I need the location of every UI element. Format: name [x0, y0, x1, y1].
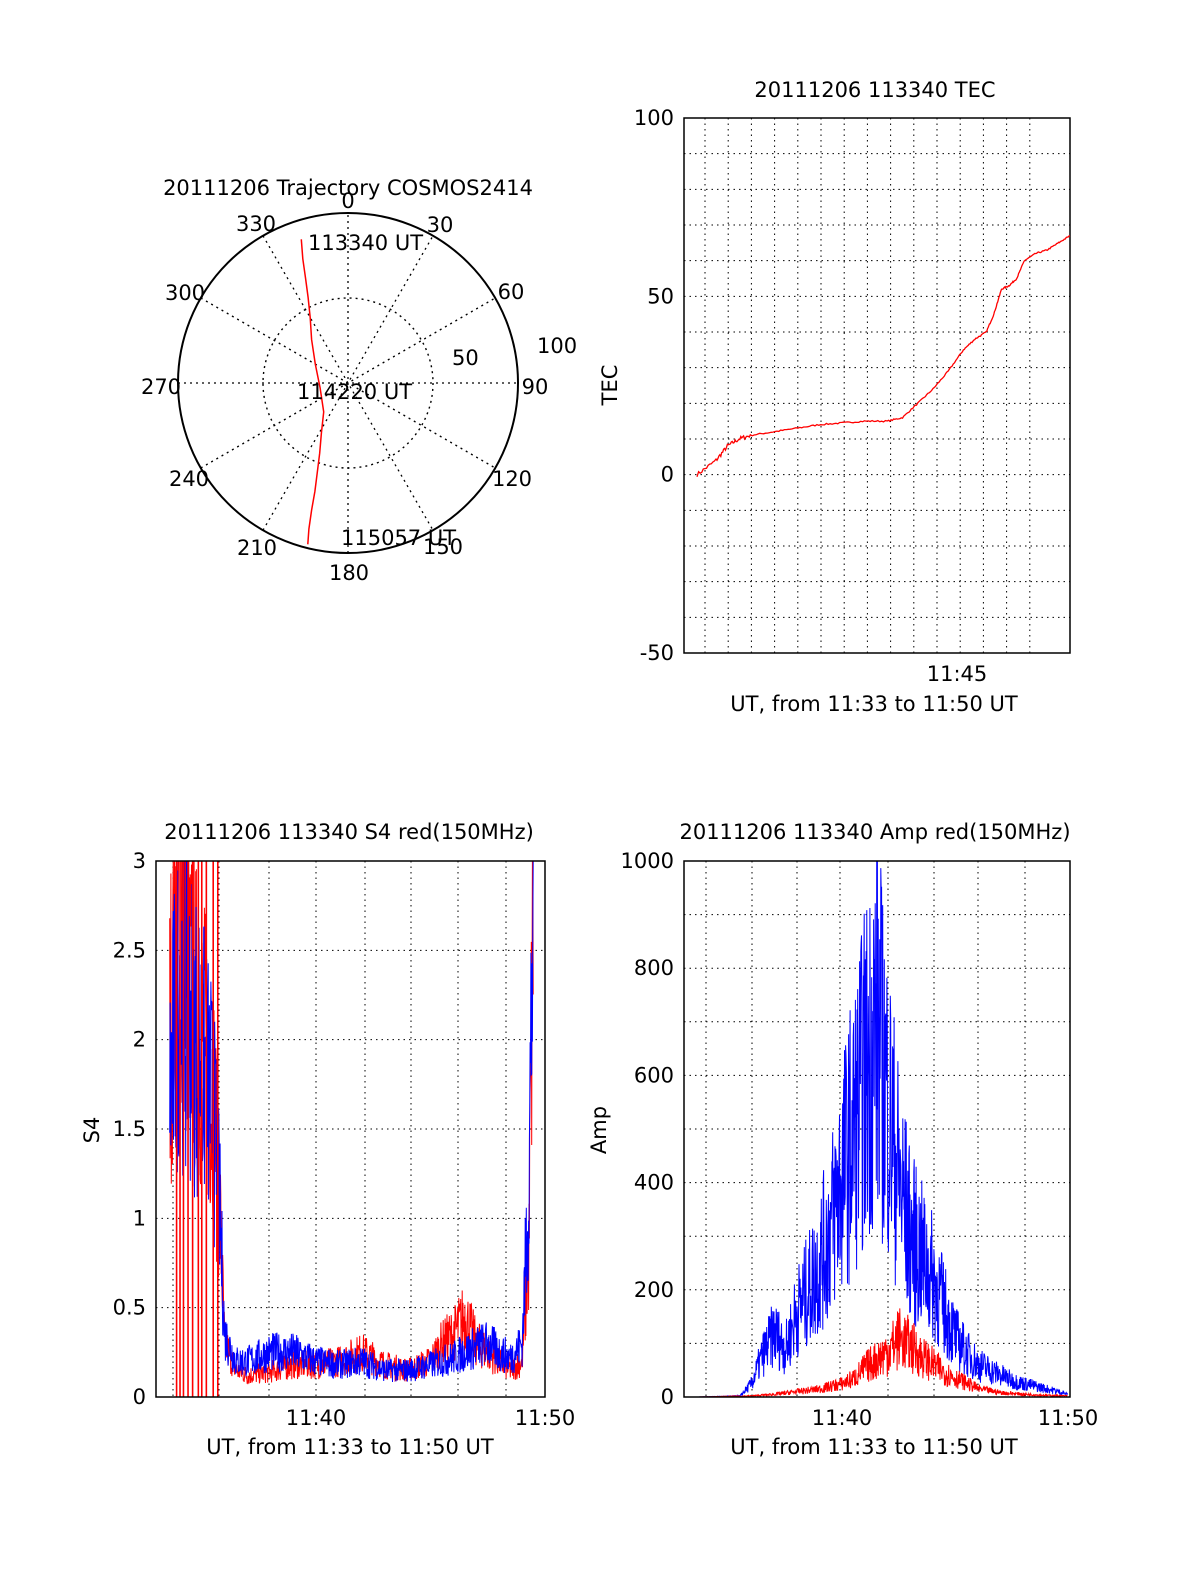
tec-title: 20111206 113340 TEC — [754, 78, 995, 102]
tec-series-line — [696, 235, 1071, 477]
polar-azimuth-label-30: 30 — [427, 213, 454, 237]
series-line-red — [697, 1308, 1068, 1398]
x-tick-label: 11:45 — [927, 662, 988, 686]
y-tick-label: 800 — [634, 956, 674, 980]
polar-azimuth-label-270: 270 — [141, 375, 181, 399]
s4-series-lines — [169, 860, 534, 1397]
s4-chart: 20111206 113340 S4 red(150MHz) 3 2.5 2 1.5 1… — [80, 820, 575, 1459]
polar-azimuth-label-60: 60 — [498, 280, 525, 304]
y-tick-label: 100 — [634, 106, 674, 130]
amp-chart: 20111206 113340 Amp red(150MHz) 1000 800 6… — [587, 820, 1098, 1459]
y-tick-label: 1.5 — [113, 1117, 146, 1141]
s4-plot-frame — [155, 860, 546, 1398]
trajectory-end-label: 115057 UT — [341, 526, 456, 550]
s4-xlabel: UT, from 11:33 to 11:50 UT — [206, 1435, 494, 1459]
x-tick-label: 11:40 — [812, 1406, 873, 1430]
tec-x-ticks: 11:45 — [927, 662, 988, 686]
polar-azimuth-label-300: 300 — [165, 281, 205, 305]
polar-azimuth-label-240: 240 — [169, 467, 209, 491]
trajectory-title: 20111206 Trajectory COSMOS2414 — [163, 176, 533, 200]
y-tick-label: 0.5 — [113, 1296, 146, 1320]
polar-spoke — [262, 235, 434, 531]
amp-x-ticks: 11:40 11:50 — [812, 1406, 1099, 1430]
amp-series-lines — [697, 860, 1068, 1398]
trajectory-line — [300, 239, 325, 545]
amp-xlabel: UT, from 11:33 to 11:50 UT — [730, 1435, 1018, 1459]
tec-xlabel: UT, from 11:33 to 11:50 UT — [730, 692, 1018, 716]
amp-title: 20111206 113340 Amp red(150MHz) — [679, 820, 1070, 844]
x-tick-label: 11:50 — [1038, 1406, 1099, 1430]
y-tick-label: 0 — [133, 1385, 146, 1409]
trajectory-chart: 20111206 Trajectory COSMOS2414 0 30 60 90 12… — [141, 176, 577, 585]
y-tick-label: 2 — [133, 1028, 146, 1052]
y-tick-label: 600 — [634, 1063, 674, 1087]
polar-radius-label-50: 50 — [452, 346, 479, 370]
y-tick-label: 0 — [661, 463, 674, 487]
polar-azimuth-label-180: 180 — [329, 561, 369, 585]
amp-y-ticks: 1000 800 600 400 200 0 — [621, 849, 674, 1409]
s4-x-ticks: 11:40 11:50 — [286, 1406, 576, 1430]
y-tick-label: 200 — [634, 1278, 674, 1302]
tec-ylabel: TEC — [598, 365, 622, 407]
polar-spokes — [178, 213, 518, 553]
tec-y-ticks: 100 50 0 -50 — [634, 106, 674, 665]
polar-azimuth-label-210: 210 — [237, 536, 277, 560]
amp-plot-frame — [683, 860, 1071, 1398]
y-tick-label: 400 — [634, 1171, 674, 1195]
tec-grid — [684, 118, 1070, 653]
trajectory-start-label: 113340 UT — [308, 231, 423, 255]
y-tick-label: 2.5 — [113, 938, 146, 962]
y-tick-label: 1 — [133, 1206, 146, 1230]
s4-y-ticks: 3 2.5 2 1.5 1 0.5 0 — [113, 849, 146, 1409]
x-tick-label: 11:40 — [286, 1406, 347, 1430]
polar-azimuth-labels: 0 30 60 90 120 150 180 210 240 270 300 330 — [141, 189, 548, 585]
polar-azimuth-label-90: 90 — [522, 375, 549, 399]
polar-radius-label-100: 100 — [537, 334, 577, 358]
s4-title: 20111206 113340 S4 red(150MHz) — [164, 820, 534, 844]
trajectory-mid-label: 114220 UT — [297, 380, 412, 404]
tec-plot-frame — [683, 117, 1071, 654]
y-tick-label: 0 — [661, 1385, 674, 1409]
amp-ylabel: Amp — [587, 1106, 611, 1154]
s4-ylabel: S4 — [80, 1117, 104, 1144]
series-line-blue — [697, 860, 1068, 1398]
polar-azimuth-label-120: 120 — [492, 467, 532, 491]
y-tick-label: 1000 — [621, 849, 674, 873]
polar-azimuth-label-150: 150 — [423, 535, 463, 559]
y-tick-label: -50 — [640, 641, 674, 665]
polar-azimuth-label-0: 0 — [341, 189, 354, 213]
x-tick-label: 11:50 — [515, 1406, 576, 1430]
y-tick-label: 50 — [647, 284, 674, 308]
y-tick-label: 3 — [133, 849, 146, 873]
series-line-blue — [169, 860, 534, 1383]
polar-azimuth-label-330: 330 — [236, 212, 276, 236]
